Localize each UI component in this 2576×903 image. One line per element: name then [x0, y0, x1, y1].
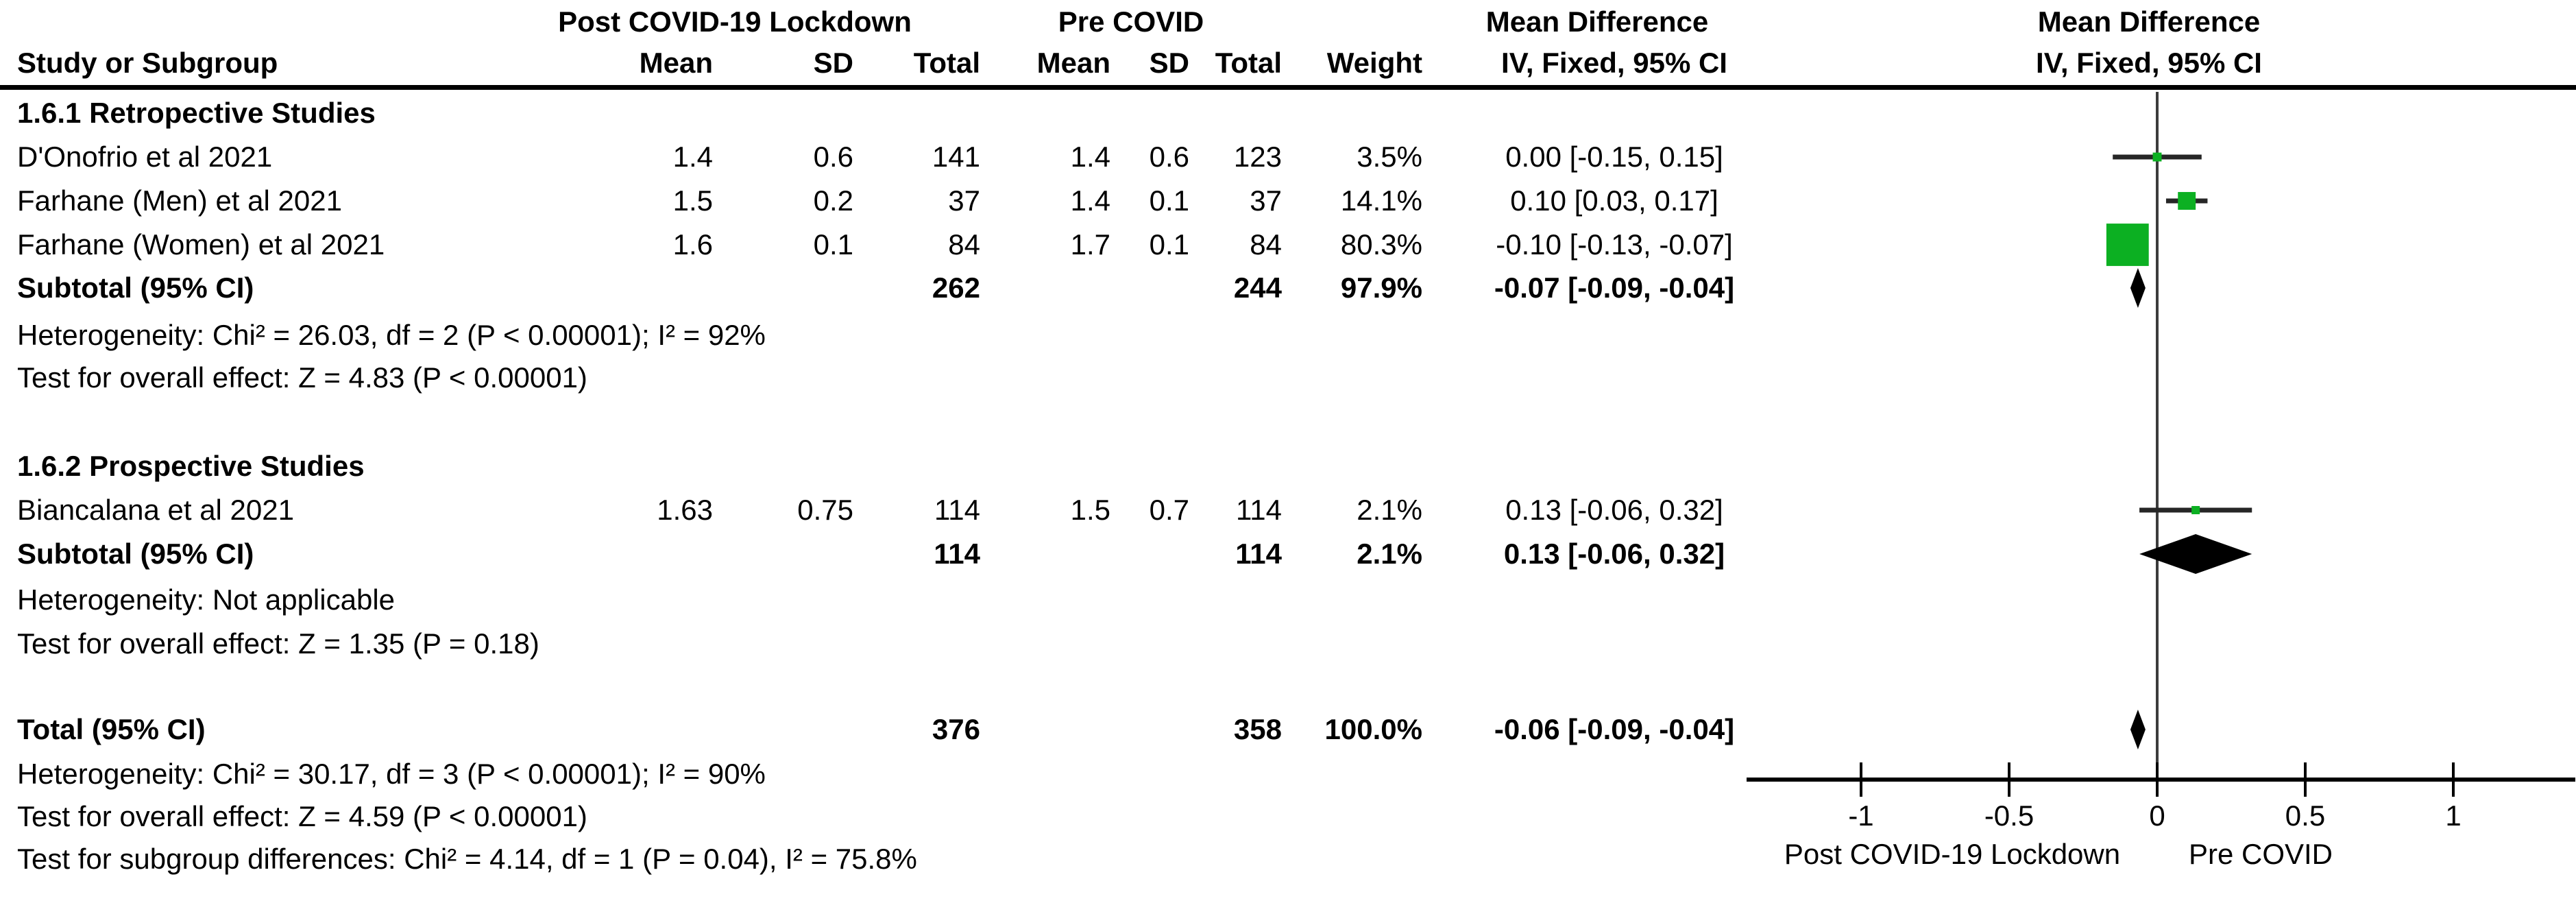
effect-square [2191, 506, 2200, 514]
summary-diamond [2130, 710, 2146, 749]
axis-tick-label: -0.5 [1984, 799, 2034, 832]
summary-diamond [2130, 268, 2146, 308]
mean-difference-plot-header: Mean Difference [2037, 5, 2261, 38]
total-label: Total (95% CI) [17, 713, 206, 745]
ci-value: 0.13 [-0.06, 0.32] [1505, 494, 1723, 526]
axis-left-label: Post COVID-19 Lockdown [1784, 838, 2121, 870]
subtotal-label: Subtotal (95% CI) [17, 538, 254, 570]
post-mean: 1.4 [672, 141, 713, 173]
study-name: Biancalana et al 2021 [17, 494, 294, 526]
heterogeneity-text: Heterogeneity: Chi² = 30.17, df = 3 (P <… [17, 758, 766, 790]
post-total: 376 [932, 713, 980, 745]
group1-header: Post COVID-19 Lockdown [558, 5, 912, 38]
weight-value: 2.1% [1357, 538, 1422, 570]
subgroup-differences-text: Test for subgroup differences: Chi² = 4.… [17, 843, 917, 875]
pre-sd-col-header: SD [1149, 47, 1189, 79]
mean-difference-column-header: Mean Difference [1485, 5, 1709, 38]
ci-value: 0.00 [-0.15, 0.15] [1505, 141, 1723, 173]
effect-square [2178, 192, 2196, 210]
heterogeneity-text: Heterogeneity: Not applicable [17, 583, 396, 616]
header-divider [0, 85, 2576, 90]
pre-mean: 1.5 [1070, 494, 1110, 526]
pre-mean-col-header: Mean [1036, 47, 1110, 79]
subtotal-label: Subtotal (95% CI) [17, 272, 254, 304]
post-total: 114 [934, 494, 980, 526]
study-col-header: Study or Subgroup [17, 47, 278, 79]
ci-value: 0.13 [-0.06, 0.32] [1503, 538, 1725, 570]
iv-ci-plot-header: IV, Fixed, 95% CI [2036, 47, 2262, 79]
post-total: 114 [934, 538, 980, 570]
study-row: Farhane (Men) et al 2021 1.5 0.2 37 1.4 … [0, 179, 1806, 223]
post-mean: 1.6 [672, 228, 713, 261]
post-total: 141 [932, 141, 980, 173]
pre-total-col-header: Total [1215, 47, 1282, 79]
axis-right-label: Pre COVID [2188, 838, 2333, 870]
study-row: D'Onofrio et al 2021 1.4 0.6 141 1.4 0.6… [0, 135, 1806, 179]
pre-sd: 0.6 [1149, 141, 1189, 173]
post-sd: 0.2 [813, 184, 853, 217]
weight-col-header: Weight [1326, 47, 1422, 79]
ci-value: -0.07 [-0.09, -0.04] [1494, 272, 1735, 304]
iv-ci-col-header: IV, Fixed, 95% CI [1501, 47, 1727, 79]
weight-value: 2.1% [1357, 494, 1422, 526]
pre-mean: 1.7 [1070, 228, 1110, 261]
axis-tick-label: -1 [1848, 799, 1874, 832]
post-sd: 0.75 [797, 494, 853, 526]
heterogeneity-text: Heterogeneity: Chi² = 26.03, df = 2 (P <… [17, 319, 766, 351]
overall-effect-text: Test for overall effect: Z = 4.83 (P < 0… [17, 361, 587, 394]
post-total: 262 [932, 272, 980, 304]
pre-mean: 1.4 [1070, 184, 1110, 217]
pre-total: 123 [1233, 141, 1282, 173]
subtotal-row: Subtotal (95% CI) 114 114 2.1% 0.13 [-0.… [0, 532, 1806, 576]
pre-total: 244 [1233, 272, 1282, 304]
axis-tick-label: 0 [2149, 799, 2165, 832]
section-title: 1.6.2 Prospective Studies [17, 450, 365, 482]
post-sd: 0.6 [813, 141, 853, 173]
group2-header: Pre COVID [1058, 5, 1204, 38]
subtotal-row: Subtotal (95% CI) 262 244 97.9% -0.07 [-… [0, 266, 1806, 310]
column-header-row: Study or Subgroup Mean SD Total Mean SD … [0, 41, 1806, 85]
ci-value: 0.10 [0.03, 0.17] [1510, 184, 1718, 217]
post-mean: 1.63 [657, 494, 713, 526]
post-total: 84 [948, 228, 980, 261]
post-mean-col-header: Mean [639, 47, 713, 79]
ci-value: -0.10 [-0.13, -0.07] [1496, 228, 1733, 261]
pre-total: 114 [1236, 494, 1282, 526]
pre-total: 358 [1233, 713, 1282, 745]
effect-square [2106, 224, 2149, 266]
study-row: Farhane (Women) et al 2021 1.6 0.1 84 1.… [0, 223, 1806, 267]
weight-value: 97.9% [1340, 272, 1422, 304]
post-total: 37 [948, 184, 980, 217]
study-name: Farhane (Women) et al 2021 [17, 228, 385, 261]
pre-total: 114 [1235, 538, 1282, 570]
study-row: Biancalana et al 2021 1.63 0.75 114 1.5 … [0, 488, 1806, 532]
pre-mean: 1.4 [1070, 141, 1110, 173]
study-name: Farhane (Men) et al 2021 [17, 184, 342, 217]
summary-diamond [2139, 534, 2252, 574]
overall-effect-text: Test for overall effect: Z = 4.59 (P < 0… [17, 800, 587, 832]
total-row: Total (95% CI) 376 358 100.0% -0.06 [-0.… [0, 708, 1806, 751]
pre-total: 84 [1250, 228, 1282, 261]
post-sd: 0.1 [813, 228, 853, 261]
pre-sd: 0.7 [1149, 494, 1189, 526]
post-sd-col-header: SD [813, 47, 853, 79]
overall-effect-text: Test for overall effect: Z = 1.35 (P = 0… [17, 627, 539, 660]
weight-value: 3.5% [1357, 141, 1422, 173]
weight-value: 100.0% [1324, 713, 1422, 745]
ci-value: -0.06 [-0.09, -0.04] [1494, 713, 1735, 745]
pre-total: 37 [1250, 184, 1282, 217]
study-name: D'Onofrio et al 2021 [17, 141, 273, 173]
weight-value: 80.3% [1340, 228, 1422, 261]
pre-sd: 0.1 [1149, 228, 1189, 261]
pre-sd: 0.1 [1149, 184, 1189, 217]
post-total-col-header: Total [913, 47, 980, 79]
effect-square [2152, 152, 2162, 162]
axis-tick-label: 1 [2445, 799, 2462, 832]
section-title: 1.6.1 Retropective Studies [17, 97, 376, 129]
weight-value: 14.1% [1340, 184, 1422, 217]
axis-tick-label: 0.5 [2285, 799, 2326, 832]
post-mean: 1.5 [672, 184, 713, 217]
